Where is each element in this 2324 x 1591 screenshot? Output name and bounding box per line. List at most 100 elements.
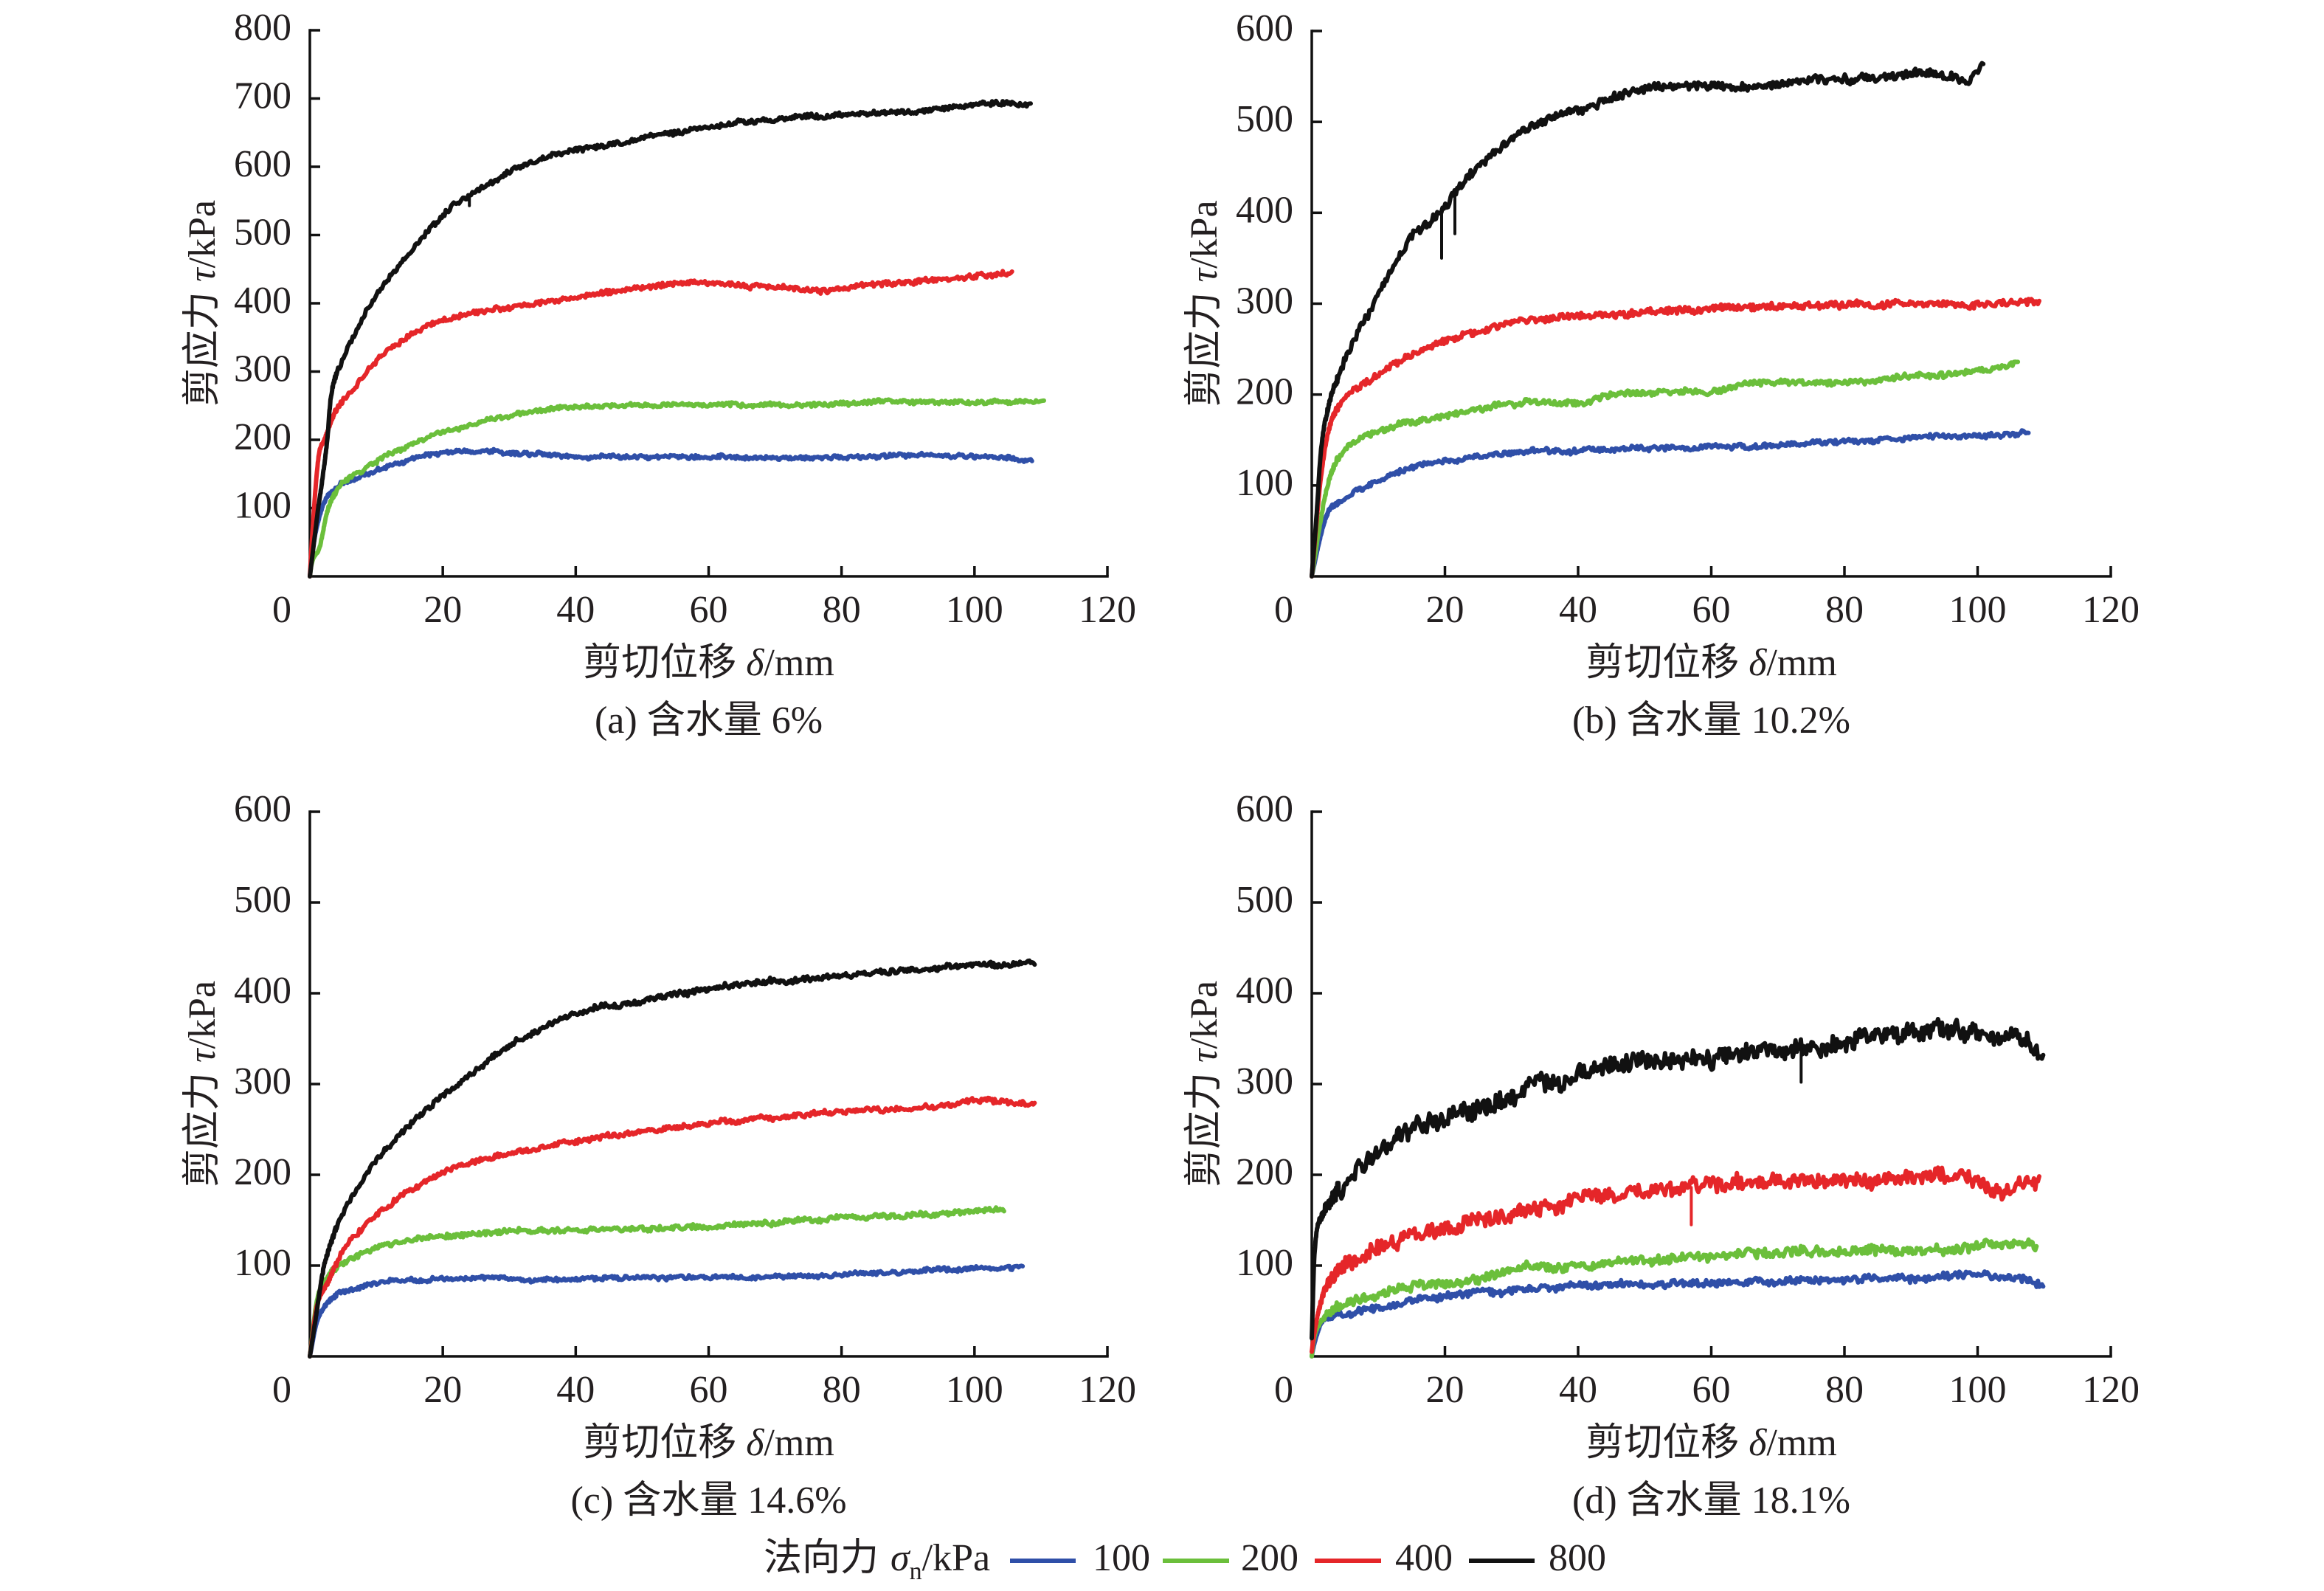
series-line-200 (1310, 1237, 2039, 1359)
legend-entry-100: 100 (1010, 1537, 1150, 1579)
y-tick-label: 600 (1236, 7, 1293, 49)
y-tick-label: 200 (1236, 1151, 1293, 1193)
series-line-100 (1310, 428, 2031, 579)
series-line-100 (308, 1263, 1026, 1359)
series-line-800 (1310, 61, 1986, 579)
x-tick-label: 120 (2082, 1369, 2140, 1411)
x-tick-label: 20 (423, 1369, 462, 1411)
series-group (1310, 1017, 2046, 1359)
x-tick-label: 60 (690, 1369, 728, 1411)
y-axis-title: 剪应力 τ/kPa (1183, 981, 1225, 1187)
x-axis-title-label: 剪切位移 (1585, 642, 1739, 684)
y-tick-label: 100 (234, 485, 291, 527)
chart-panel-c: 100 200 300 400 500 600 0 20 40 60 80 100 120 剪切位移 δ/m… (181, 788, 1136, 1522)
legend-entry-800: 800 (1469, 1537, 1606, 1579)
x-tick-label: 80 (823, 589, 861, 631)
axes: 100 200 300 400 500 600 0 20 40 60 80 100 120 (234, 788, 1136, 1411)
y-tick-label: 200 (1236, 371, 1293, 413)
y-tick-label: 600 (234, 788, 291, 830)
y-tick-label: 300 (234, 1060, 291, 1102)
legend-label: 100 (1093, 1537, 1150, 1579)
y-axis-title-symbol: τ (181, 266, 224, 282)
y-tick-label: 100 (1236, 1242, 1293, 1284)
x-tick-label: 20 (423, 589, 462, 631)
y-axis-title-unit: /kPa (1183, 981, 1225, 1049)
legend-title: 法向力 σn/kPa (764, 1537, 990, 1585)
x-tick-label: 60 (1692, 589, 1731, 631)
y-axis-title-unit: /kPa (181, 981, 224, 1049)
y-tick-label: 200 (234, 416, 291, 458)
series-line-400 (1310, 297, 2041, 579)
x-tick-label: 120 (2082, 589, 2140, 631)
series-line-200 (1310, 359, 2021, 579)
legend-label: 800 (1549, 1537, 1606, 1579)
x-axis-title-unit: /mm (764, 1422, 834, 1464)
x-tick-label: 60 (690, 589, 728, 631)
legend-title-label: 法向力 (764, 1537, 879, 1579)
series-line-400 (308, 269, 1014, 579)
legend-entry-200: 200 (1163, 1537, 1298, 1579)
series-line-800 (308, 958, 1037, 1359)
x-axis-title: 剪切位移 δ/mm (1585, 1422, 1837, 1464)
y-tick-label: 400 (234, 280, 291, 322)
y-axis-title-symbol: τ (1183, 1047, 1225, 1063)
chart-panel-d: 100 200 300 400 500 600 0 20 40 60 80 100 120 剪切位移 δ/m… (1183, 788, 2140, 1522)
x-tick-label: 80 (1825, 1369, 1864, 1411)
y-tick-label: 300 (1236, 1060, 1293, 1102)
y-axis-title-label: 剪应力 (181, 1072, 224, 1187)
x-tick-label: 100 (946, 1369, 1003, 1411)
x-axis-title-symbol: δ (746, 642, 764, 684)
series-line-200 (308, 397, 1046, 579)
x-axis-title: 剪切位移 δ/mm (583, 1422, 834, 1464)
series-line-800 (308, 98, 1033, 579)
y-tick-label: 800 (234, 7, 291, 49)
legend-title-subscript: n (910, 1558, 922, 1585)
x-axis-title-unit: /mm (1766, 1422, 1836, 1464)
x-tick-label: 40 (1559, 1369, 1597, 1411)
series-line-800 (1310, 1017, 2046, 1341)
y-tick-label: 300 (234, 348, 291, 390)
x-tick-label: 0 (272, 1369, 291, 1411)
y-tick-label: 400 (1236, 189, 1293, 231)
series-group (1310, 61, 2041, 579)
series-line-200 (308, 1205, 1006, 1359)
x-tick-label: 40 (556, 589, 595, 631)
y-tick-label: 700 (234, 75, 291, 117)
y-axis-title: 剪应力 τ/kPa (181, 200, 224, 407)
x-axis-title-label: 剪切位移 (583, 642, 736, 684)
x-axis-title-symbol: δ (1749, 1422, 1767, 1464)
legend-title-symbol: σ (890, 1537, 911, 1579)
x-tick-label: 40 (556, 1369, 595, 1411)
legend-label: 200 (1241, 1537, 1298, 1579)
axes: 100 200 300 400 500 600 0 20 40 60 80 100 120 (1236, 7, 2140, 631)
y-axis-title-unit: /kPa (181, 200, 224, 268)
y-axis-title-symbol: τ (1183, 267, 1225, 283)
y-tick-label: 400 (1236, 970, 1293, 1012)
x-tick-label: 0 (272, 589, 291, 631)
panel-caption: (d) 含水量 18.1% (1572, 1480, 1850, 1522)
x-tick-label: 80 (1825, 589, 1864, 631)
panel-caption: (a) 含水量 6% (595, 700, 823, 742)
series-line-100 (1310, 1269, 2046, 1359)
series-group (308, 958, 1037, 1359)
y-tick-label: 200 (234, 1151, 291, 1193)
x-tick-label: 0 (1274, 589, 1293, 631)
legend-title-unit: /kPa (922, 1537, 990, 1579)
x-axis-title: 剪切位移 δ/mm (1585, 642, 1837, 684)
y-tick-label: 300 (1236, 280, 1293, 322)
x-axis-title-unit: /mm (764, 642, 834, 684)
legend: 法向力 σn/kPa 100 200 400 800 (764, 1537, 1606, 1585)
x-tick-label: 120 (1079, 589, 1136, 631)
y-tick-label: 600 (234, 143, 291, 185)
y-tick-label: 600 (1236, 788, 1293, 830)
y-tick-label: 500 (1236, 98, 1293, 140)
x-axis-title-label: 剪切位移 (1585, 1422, 1739, 1464)
x-tick-label: 100 (1949, 1369, 2007, 1411)
series-line-100 (308, 446, 1034, 579)
x-axis-title-label: 剪切位移 (583, 1422, 736, 1464)
panel-caption: (c) 含水量 14.6% (570, 1480, 846, 1522)
chart-panel-b: 100 200 300 400 500 600 0 20 40 60 80 100 120 剪切位移 δ/m… (1183, 7, 2140, 742)
series-line-400 (1310, 1165, 2041, 1354)
y-axis-title-label: 剪应力 (181, 291, 224, 407)
